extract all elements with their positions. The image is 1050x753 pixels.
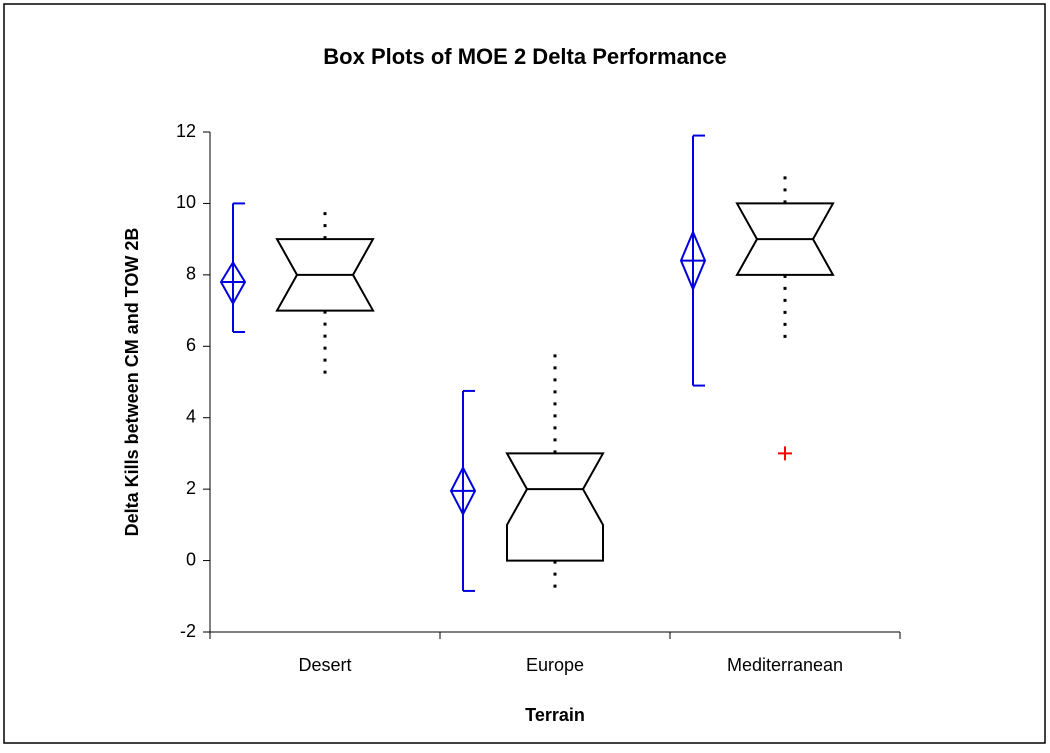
x-axis-label: Terrain (525, 705, 585, 725)
y-tick-label: 2 (186, 478, 196, 498)
y-tick-label: 0 (186, 549, 196, 569)
y-axis-label: Delta Kills between CM and TOW 2B (122, 228, 142, 537)
y-tick-label: 8 (186, 264, 196, 284)
mean-diamond (679, 229, 707, 292)
y-tick-label: 6 (186, 335, 196, 355)
frame (3, 3, 1046, 744)
x-tick-label: Europe (526, 655, 584, 675)
y-tick-label: 12 (176, 121, 196, 141)
x-tick-label: Mediterranean (727, 655, 843, 675)
outlier (778, 446, 792, 461)
y-tick-label: -2 (180, 621, 196, 641)
x-tick-label: Desert (298, 655, 351, 675)
chart-title: Box Plots of MOE 2 Delta Performance (323, 44, 726, 69)
mean-diamond (219, 260, 247, 306)
box (505, 452, 605, 562)
y-tick-label: 10 (176, 192, 196, 212)
y-tick-label: 4 (186, 406, 196, 426)
mean-diamond (449, 465, 477, 517)
